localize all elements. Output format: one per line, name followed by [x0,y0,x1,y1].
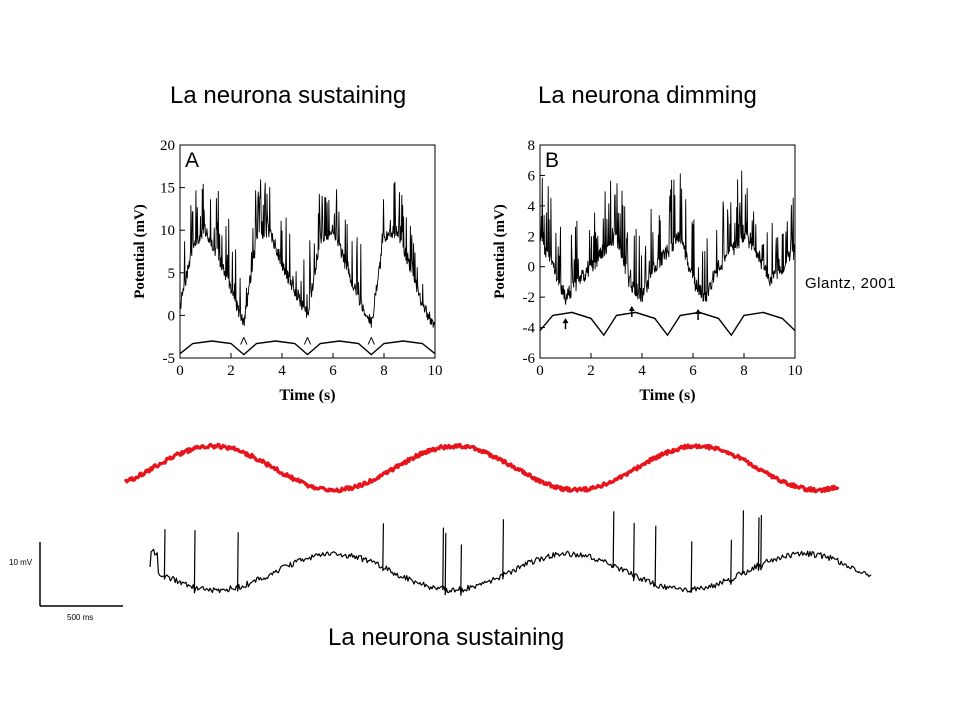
panel-b-ytick-label: 0 [528,260,536,276]
panel-a-ytick-label: 20 [160,138,175,154]
bottom-title: La neurona sustaining [328,624,565,651]
panel-b-xtick-label: 10 [788,363,803,379]
panel-b-xtick-label: 6 [689,363,697,379]
bottom-recording-traces: 10 mV 500 ms [9,442,872,622]
panel-b-membrane-trace [539,170,796,305]
panel-b-chart: 0 2 4 6 8 10 -6 -4 -2 0 2 4 6 8 Time (s) Potential (mV)… [485,128,805,412]
panel-b-ytick-label: 4 [528,199,536,215]
panel-b-xaxis-label: Time (s) [639,387,695,404]
panel-a-xtick-label: 6 [329,363,337,379]
panel-b-arrow-marker-head [695,309,702,315]
panel-a-yaxis-label: Potential (mV) [132,204,148,299]
panel-a-plot-frame [179,144,436,359]
recording-trace [149,510,872,596]
panel-b-xtick-label: 0 [536,363,544,379]
panel-a-stimulus-marker: ^ [239,335,248,352]
citation-text: Glantz, 2001 [805,275,897,292]
panel-a-xtick-label: 0 [176,363,184,379]
panel-b-arrow-marker-head [628,305,635,311]
panel-b-ytick-label: -2 [523,290,536,306]
scale-bar-time-label: 500 ms [67,613,93,622]
stimulus-trace [123,442,840,494]
panel-b-xtick-label: 4 [638,363,646,379]
panel-a-stimulus-marker: ^ [367,335,376,352]
panel-a-xtick-label: 2 [227,363,235,379]
panel-a-stimulus-marker: ^ [303,335,312,352]
panel-a-ytick-label: -5 [163,351,176,367]
panel-a-ytick-label: 5 [168,266,176,282]
panel-a-ytick-label: 0 [168,308,176,324]
panel-b-ytick-label: 8 [528,138,536,154]
panel-b-stimulus-trace [539,311,796,337]
panel-b-xtick-label: 8 [740,363,748,379]
panel-b-ytick-label: -4 [523,321,536,337]
panel-a-panel-letter: A [185,149,199,172]
panel-b-ytick-label: 2 [528,229,536,245]
panel-a-xaxis-label: Time (s) [279,387,335,404]
panel-a-title: La neurona sustaining [170,82,407,109]
panel-a-stimulus-trace [179,340,436,356]
panel-a-xtick-label: 8 [380,363,388,379]
panel-a-xtick-label: 4 [278,363,286,379]
panel-b-panel-letter: B [545,149,559,172]
panel-b-arrow-marker-head [562,318,569,324]
panel-b-ytick-label: 6 [528,168,536,184]
panel-b-yaxis-label: Potential (mV) [492,204,508,299]
panel-b-title: La neurona dimming [538,82,757,109]
panel-a-ytick-label: 15 [160,181,175,197]
panel-a-xtick-label: 10 [428,363,443,379]
scale-bar-voltage-label: 10 mV [9,558,33,567]
panel-a-ytick-label: 10 [160,223,175,239]
panel-a-membrane-trace [179,179,436,328]
panel-b-ytick-label: -6 [523,351,536,367]
panel-b-xtick-label: 2 [587,363,595,379]
